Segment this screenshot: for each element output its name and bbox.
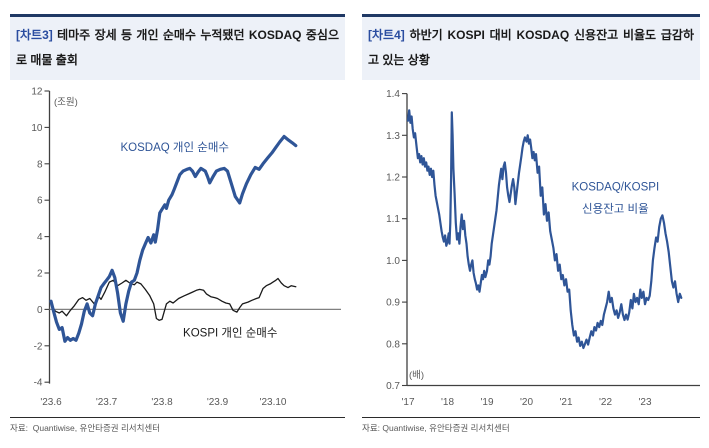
- x-tick-label: '23: [638, 397, 651, 408]
- x-tick-label: '20: [520, 397, 533, 408]
- y-tick-label: 0.9: [386, 298, 400, 309]
- y-tick-label: 0.8: [386, 339, 400, 350]
- x-tick-label: '18: [441, 397, 454, 408]
- y-tick-label: 1.1: [386, 214, 400, 225]
- series-line: [49, 134, 298, 343]
- y-tick-label: 0: [37, 305, 43, 316]
- x-tick-label: '21: [559, 397, 572, 408]
- x-tick-label: '22: [599, 397, 612, 408]
- x-tick-label: '23.7: [96, 397, 118, 408]
- y-tick-label: 1.3: [386, 131, 400, 142]
- y-tick-label: 2: [37, 269, 43, 280]
- panel-chart3: [차트3] 테마주 장세 등 개인 순매수 누적됐던 KOSDAQ 중심으로 매…: [10, 14, 345, 444]
- chart3-figure: 12 10 8 6 4 2 0 -2 -4 '23.6 '23.7 '23.8 '23.9 '23.10 (…: [31, 87, 341, 408]
- chart4-figure: 1.4 1.3 1.2 1.1 1.0 0.9 0.8 0.7'17 '18 '19 '20 '21 '…: [386, 89, 700, 408]
- series-label: 신용잔고 비율: [582, 202, 649, 215]
- y-tick-label: 4: [37, 232, 43, 243]
- chart3-title-text: 테마주 장세 등 개인 순매수 누적됐던 KOSDAQ 중심으로 매물 출회: [16, 28, 339, 67]
- y-tick-label: 6: [37, 196, 43, 207]
- axis-unit-label: (조원): [54, 97, 78, 108]
- series-line: [406, 109, 683, 350]
- series-label: KOSPI 개인 순매수: [183, 327, 277, 340]
- panel-chart4: [차트4] 하반기 KOSPI 대비 KOSDAQ 신용잔고 비율도 급감하고 …: [362, 14, 700, 444]
- chart3-source-text: 자료: Quantiwise, 유안타증권 리서치센터: [10, 423, 161, 433]
- series-label: KOSDAQ/KOSPI: [572, 181, 660, 193]
- x-tick-label: '23.10: [260, 397, 287, 408]
- chart4-source-text: 자료: Quantiwise, 유안타증권 리서치센터: [362, 423, 510, 433]
- x-tick-label: '17: [401, 397, 414, 408]
- x-tick-label: '19: [480, 397, 493, 408]
- series-label: KOSDAQ 개인 순매수: [121, 141, 230, 154]
- y-tick-label: 1.2: [386, 173, 400, 184]
- y-tick-label: 1.0: [386, 256, 400, 267]
- y-tick-label: 12: [31, 87, 43, 98]
- series-line: [50, 277, 297, 321]
- chart4-tag: [차트4]: [368, 28, 405, 42]
- chart3-tag: [차트3]: [16, 28, 53, 42]
- chart4-source-rule: [362, 417, 700, 418]
- y-tick-label: 10: [31, 123, 43, 134]
- chart4-title-text: 하반기 KOSPI 대비 KOSDAQ 신용잔고 비율도 급감하고 있는 상황: [368, 28, 694, 67]
- x-tick-label: '23.6: [40, 397, 62, 408]
- y-tick-label: 8: [37, 159, 43, 170]
- y-tick-label: -2: [34, 341, 43, 352]
- axis-unit-label: (배): [409, 370, 424, 381]
- chart3-source-rule: [10, 417, 345, 418]
- x-tick-label: '23.9: [207, 397, 229, 408]
- chart4-title-box: [차트4] 하반기 KOSPI 대비 KOSDAQ 신용잔고 비율도 급감하고 …: [362, 14, 700, 80]
- x-tick-label: '23.8: [151, 397, 173, 408]
- y-tick-label: -4: [34, 378, 43, 389]
- y-tick-label: 1.4: [386, 89, 400, 100]
- chart3-title-box: [차트3] 테마주 장세 등 개인 순매수 누적됐던 KOSDAQ 중심으로 매…: [10, 14, 345, 80]
- y-tick-label: 0.7: [386, 381, 400, 392]
